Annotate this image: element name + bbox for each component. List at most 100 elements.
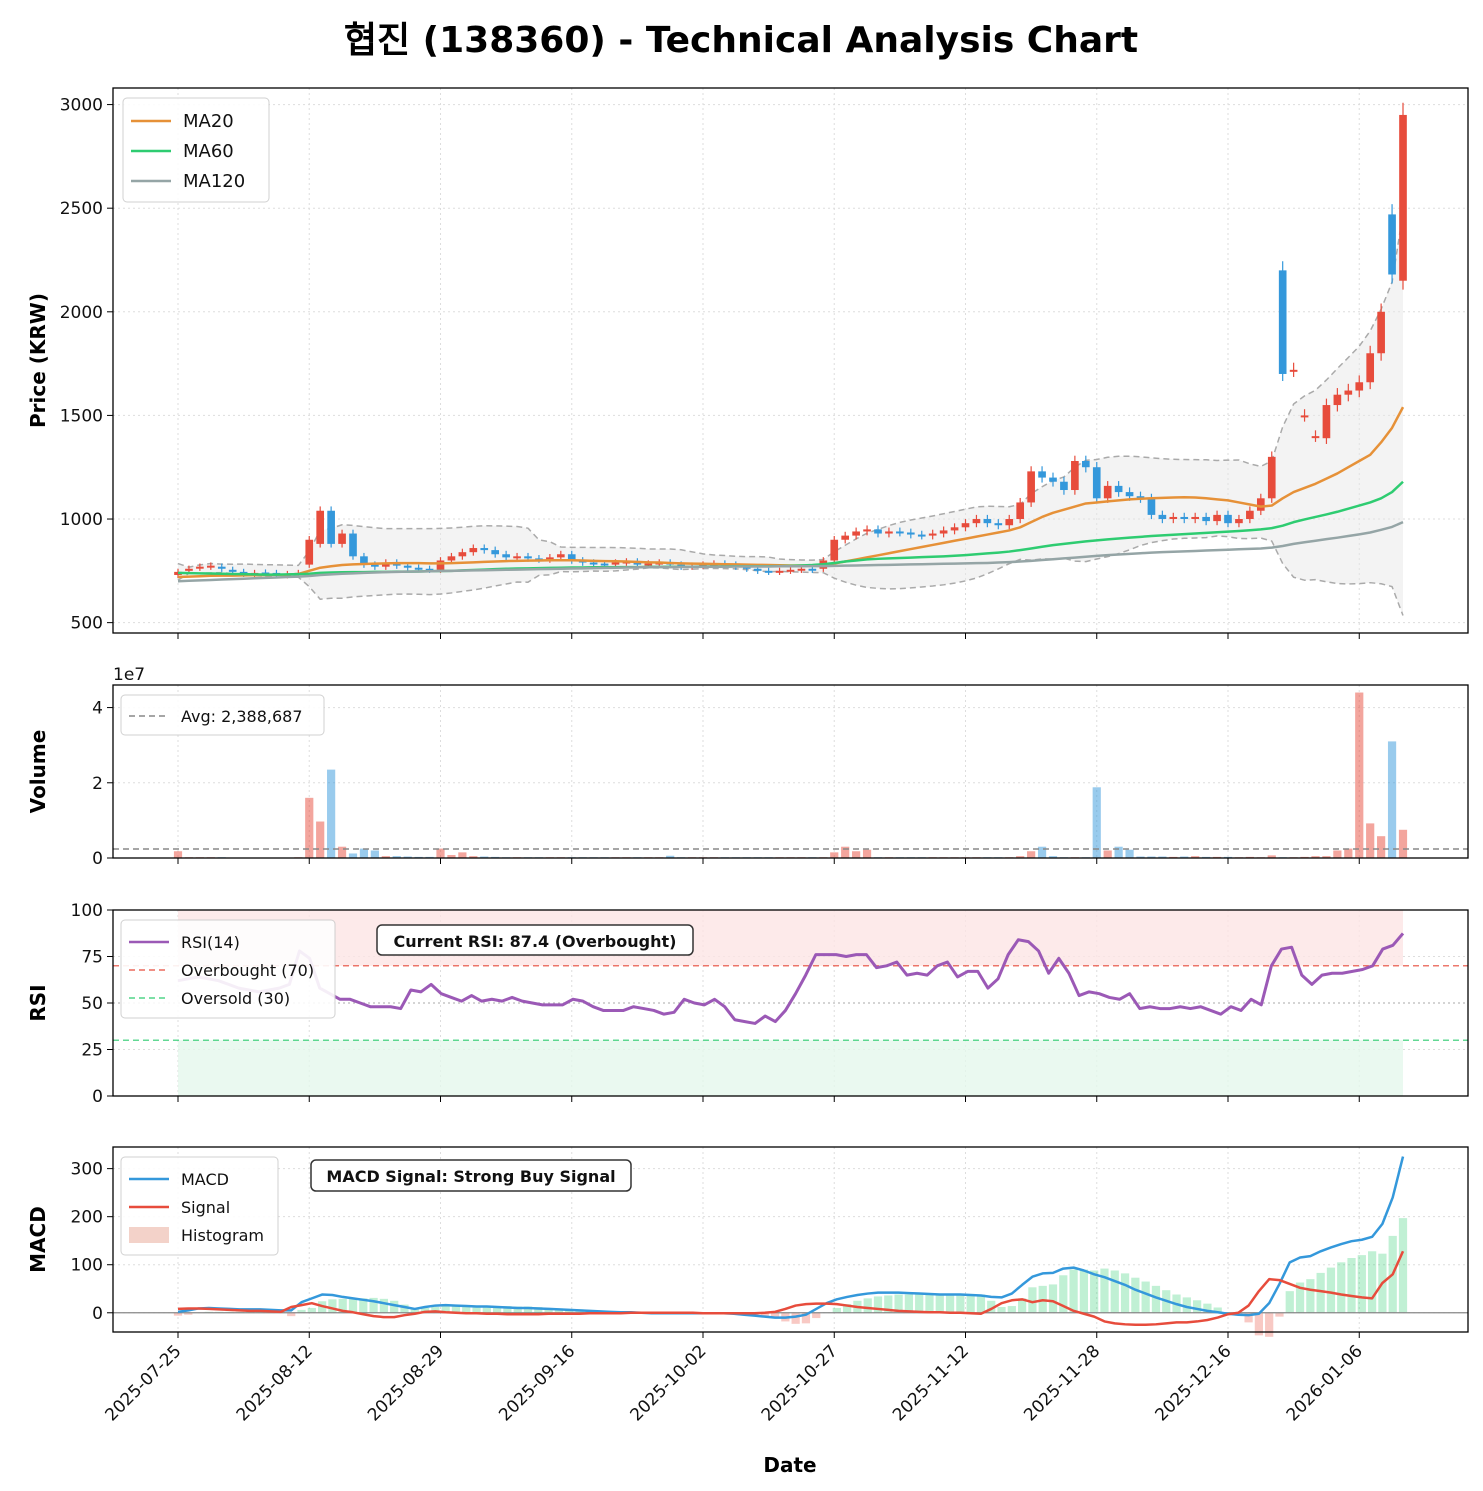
candle-body — [480, 548, 489, 551]
volume-bar — [327, 769, 336, 858]
y-tick-label: 1000 — [60, 510, 103, 530]
panel-border — [112, 1146, 1469, 1333]
legend-entry: MACD — [181, 1170, 229, 1189]
candle-body — [764, 570, 773, 573]
candle-body — [1202, 516, 1210, 522]
x-tick-label: 2025-11-28 — [1020, 1341, 1104, 1425]
candle-body — [841, 535, 850, 540]
candle-body — [1125, 492, 1134, 497]
candle-body — [1235, 519, 1243, 524]
volume-bar — [1191, 856, 1200, 858]
candle-body — [327, 510, 335, 544]
candle-body — [458, 552, 467, 557]
histogram-bar — [843, 1304, 852, 1313]
histogram-bar — [513, 1306, 522, 1313]
legend-entry: MA60 — [183, 141, 234, 162]
histogram-bar — [1069, 1269, 1078, 1313]
volume-bar — [1180, 856, 1189, 858]
volume-bar — [1377, 836, 1386, 858]
candle-body — [513, 556, 521, 559]
candle-body — [1344, 390, 1353, 395]
y-tick-label: 100 — [71, 901, 103, 921]
histogram-bar — [420, 1307, 430, 1313]
volume-bar — [173, 851, 183, 858]
volume-bar — [458, 852, 467, 858]
x-tick-label: 2025-10-02 — [627, 1341, 711, 1425]
candle-body — [644, 563, 653, 566]
candle-body — [316, 510, 325, 544]
volume-panel: 0 2 4 Volume 1e7 Avg: 2,388,687 — [26, 665, 1469, 869]
volume-bar — [370, 850, 379, 858]
candle-body — [1180, 516, 1189, 520]
histogram-bar — [184, 1312, 193, 1315]
rsi-panel: 0 25 50 75 100 RSI RSI(14) Overbought (70) Overs… — [26, 901, 1469, 1107]
candle-body — [1071, 461, 1079, 491]
histogram-bar — [976, 1294, 986, 1313]
candle-body — [994, 523, 1003, 526]
candle-body — [1213, 514, 1221, 522]
y-axis-label: Volume — [26, 730, 50, 814]
x-tick-label: 2025-08-12 — [233, 1341, 317, 1425]
signal-line — [177, 1250, 1405, 1327]
y-tick-label: 25 — [81, 1041, 103, 1061]
candle-body — [1322, 405, 1331, 439]
histogram-bar — [812, 1312, 821, 1319]
volume-bar — [436, 848, 445, 858]
candle-body — [983, 519, 992, 524]
legend-box — [122, 97, 270, 203]
candle-body — [556, 554, 565, 558]
candle-body — [1300, 415, 1309, 418]
volume-bar — [1355, 692, 1364, 858]
candle-body — [1016, 502, 1025, 520]
histogram-bar — [935, 1295, 944, 1313]
histogram-bar — [359, 1298, 368, 1313]
y-tick-label: 2500 — [60, 199, 103, 219]
candle-body — [950, 527, 959, 531]
candle-body — [1005, 519, 1014, 526]
chart-title: 협진 (138360) - Technical Analysis Chart — [344, 20, 1138, 61]
y-tick-label: 500 — [71, 614, 103, 634]
y-tick-label: 0 — [92, 849, 103, 869]
histogram-bar — [904, 1294, 913, 1313]
candle-body — [491, 550, 500, 555]
candle-body — [786, 569, 795, 572]
y-axis-label: Price (KRW) — [26, 293, 50, 428]
histogram-bar — [801, 1312, 811, 1324]
histogram-bar — [1285, 1291, 1294, 1313]
histogram-bar — [1141, 1281, 1150, 1313]
candle-body — [1169, 516, 1178, 520]
histogram-bar — [390, 1300, 399, 1313]
candle-body — [1224, 514, 1232, 524]
candle-body — [1158, 514, 1167, 520]
macd-line — [177, 1156, 1405, 1319]
histogram-bar — [297, 1309, 306, 1313]
candle-body — [546, 557, 554, 560]
histogram-bar — [503, 1306, 512, 1313]
legend-entry: MA120 — [183, 171, 245, 192]
histogram-bar — [1151, 1285, 1161, 1313]
histogram-bar — [493, 1306, 502, 1313]
macd-annotation: MACD Signal: Strong Buy Signal — [326, 1167, 615, 1186]
histogram-bar — [1213, 1307, 1222, 1313]
histogram-bar — [1018, 1298, 1027, 1313]
legend-box — [120, 694, 325, 736]
histogram-bar — [1182, 1297, 1191, 1313]
volume-bar — [1027, 851, 1036, 858]
y-axis-label: RSI — [26, 984, 50, 1021]
candle-body — [939, 530, 948, 534]
panel-border — [112, 87, 1469, 634]
x-tick-label: 2025-11-12 — [889, 1341, 973, 1425]
histogram-bar — [791, 1312, 800, 1324]
histogram-bar — [1203, 1303, 1212, 1313]
candle-body — [414, 567, 423, 570]
volume-bar — [1398, 829, 1408, 858]
histogram-bar — [410, 1307, 419, 1313]
candle-body — [469, 548, 478, 553]
histogram-bar — [945, 1294, 955, 1313]
legend-box — [120, 919, 336, 1019]
x-tick-label: 2025-08-29 — [364, 1341, 448, 1425]
volume-bar — [1048, 856, 1058, 858]
candle-body — [917, 534, 926, 537]
candle-body — [217, 566, 226, 569]
oversold-zone — [178, 1040, 1403, 1096]
